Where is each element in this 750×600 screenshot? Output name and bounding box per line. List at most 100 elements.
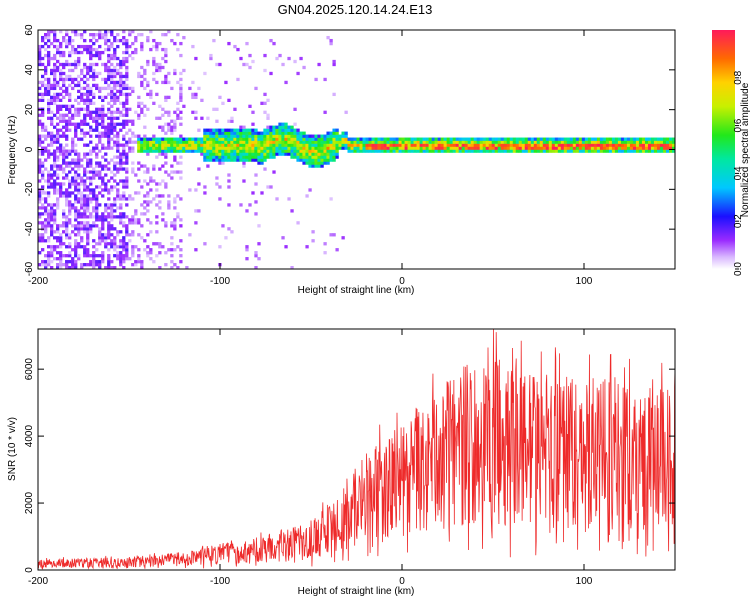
- spectrogram-cell: [104, 68, 108, 73]
- spectrogram-cell: [152, 38, 156, 43]
- spectrogram-cell: [44, 53, 48, 58]
- spectrogram-cell: [221, 140, 225, 144]
- spectrogram-cell: [53, 149, 57, 153]
- spectrogram-cell: [89, 215, 93, 219]
- spectrogram-cell: [638, 140, 643, 144]
- spectrogram-cell: [158, 125, 162, 129]
- spectrogram-cell: [98, 254, 102, 258]
- spectrogram-cell: [101, 113, 105, 117]
- spectrogram-cell: [329, 149, 333, 153]
- spectrogram-cell: [113, 116, 117, 120]
- spectrogram-cell: [95, 155, 99, 159]
- spectrogram-cell: [53, 170, 57, 174]
- spectrogram-cell: [47, 92, 51, 97]
- spectrogram-cell: [350, 140, 354, 144]
- spectrogram-cell: [179, 161, 183, 165]
- spectrogram-cell: [644, 143, 649, 147]
- spectrogram-cell: [41, 188, 45, 192]
- spectrogram-cell: [155, 47, 159, 52]
- spectrogram-cell: [443, 146, 447, 150]
- spectrogram-cell: [47, 245, 51, 249]
- spectrogram-cell: [86, 47, 90, 52]
- spectrogram-cell: [254, 86, 258, 91]
- spectrogram-cell: [86, 209, 90, 213]
- spectrogram-cell: [557, 140, 562, 144]
- spectrogram-cell: [65, 194, 69, 198]
- spectrogram-cell: [257, 131, 261, 135]
- spectrogram-cell: [143, 143, 147, 147]
- spectrogram-cell: [212, 143, 216, 147]
- spectrogram-cell: [143, 77, 147, 82]
- spectrogram-cell: [140, 263, 144, 267]
- spectrogram-cell: [53, 188, 57, 192]
- spectrogram-cell: [242, 128, 246, 132]
- spectrogram-cell: [572, 143, 577, 147]
- spectrogram-cell: [176, 80, 180, 85]
- spectrogram-cell: [119, 122, 123, 126]
- spectrogram-cell: [269, 71, 273, 76]
- spectrogram-cell: [80, 77, 84, 82]
- spectrogram-cell: [296, 128, 300, 132]
- spectrogram-cell: [647, 140, 652, 144]
- spectrogram-cell: [221, 158, 225, 162]
- spectrogram-cell: [161, 146, 165, 150]
- spectrogram-cell: [95, 107, 99, 111]
- spectrogram-cell: [227, 158, 231, 162]
- spectrogram-cell: [395, 137, 399, 141]
- spectrogram-cell: [323, 77, 327, 82]
- spectrogram-cell: [284, 143, 288, 147]
- spectrogram-cell: [146, 83, 150, 88]
- spectrogram-cell: [176, 137, 180, 141]
- spectrogram-cell: [179, 248, 183, 252]
- spectrogram-cell: [128, 30, 132, 34]
- spectrogram-cell: [479, 137, 483, 141]
- spectrogram-cell: [560, 149, 565, 153]
- spectrogram-cell: [188, 140, 192, 144]
- spectrogram-cell: [254, 155, 258, 159]
- spectrogram-cell: [518, 149, 523, 153]
- spectrogram-cell: [260, 191, 264, 195]
- spectrogram-cell: [68, 119, 72, 123]
- spectrogram-cell: [65, 104, 69, 108]
- spectrogram-cell: [101, 110, 105, 114]
- spectrogram-cell: [563, 146, 568, 150]
- spectrogram-cell: [65, 176, 69, 180]
- spectrogram-cell: [314, 137, 318, 141]
- spectrogram-cell: [584, 143, 589, 147]
- spectrogram-cell: [86, 242, 90, 246]
- spectrogram-cell: [122, 35, 126, 40]
- spectrogram-cell: [245, 149, 249, 153]
- spectrogram-cell: [509, 146, 514, 150]
- spectrogram-cell: [332, 149, 336, 153]
- spectrogram-cell: [275, 131, 279, 135]
- spectrogram-cell: [59, 53, 63, 58]
- spectrogram-cell: [167, 146, 171, 150]
- spectrogram-cell: [134, 209, 138, 213]
- spectrogram-cell: [554, 149, 559, 153]
- spectrogram-cell: [50, 110, 54, 114]
- spectrogram-cell: [401, 149, 405, 153]
- spectrogram-cell: [44, 218, 48, 222]
- spectrogram-cell: [569, 137, 574, 141]
- spectrogram-cell: [53, 155, 57, 159]
- spectrogram-cell: [77, 227, 81, 231]
- spectrogram-cell: [80, 131, 84, 135]
- spectrogram-cell: [50, 119, 54, 123]
- spectrogram-cell: [368, 140, 372, 144]
- spectrogram-cell: [110, 227, 114, 231]
- spectrogram-cell: [287, 134, 291, 138]
- spectrogram-cell: [107, 107, 111, 111]
- spectrogram-cell: [305, 134, 309, 138]
- spectrogram-cell: [71, 149, 75, 153]
- spectrogram-cell: [284, 125, 288, 129]
- spectrogram-cell: [617, 137, 622, 141]
- spectrogram-cell: [119, 164, 123, 168]
- spectrogram-cell: [65, 230, 69, 234]
- spectrogram-cell: [263, 128, 267, 132]
- spectrogram-cell: [512, 146, 517, 150]
- spectrogram-cell: [632, 137, 637, 141]
- spectrogram-cell: [101, 221, 105, 225]
- spectrogram-cell: [113, 101, 117, 105]
- spectrogram-cell: [104, 113, 108, 117]
- spectrogram-cell: [335, 149, 339, 153]
